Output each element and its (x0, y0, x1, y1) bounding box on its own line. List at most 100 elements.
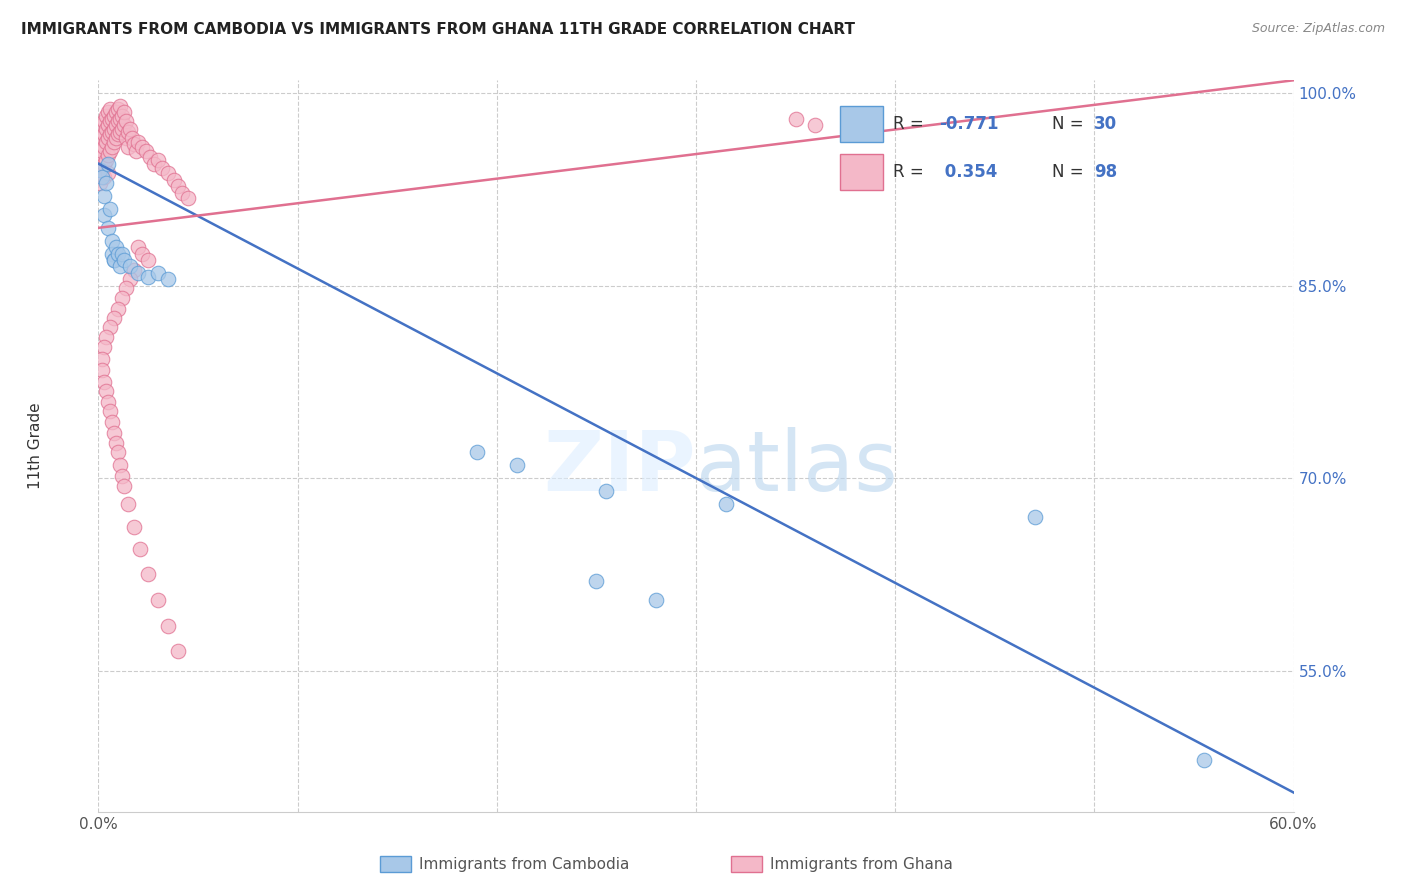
Point (96, 109, 118, 123)
Point (1024, 509, 1046, 524)
Point (89, 150, 111, 164)
Point (127, 135, 149, 149)
Point (107, 102, 129, 116)
Point (124, 520, 146, 534)
Point (101, 246, 124, 260)
Point (107, 445, 129, 459)
Point (150, 161, 173, 175)
Text: 11th Grade: 11th Grade (28, 402, 42, 490)
Point (98, 144, 122, 158)
Text: ZIP: ZIP (544, 427, 696, 508)
Point (93, 157, 115, 171)
Point (127, 266, 149, 280)
Point (115, 131, 138, 145)
Point (93, 114, 115, 128)
Point (167, 178, 190, 193)
Point (98, 319, 122, 334)
Point (167, 644, 190, 658)
Point (163, 173, 186, 187)
Point (93, 375, 115, 389)
Point (97, 118, 120, 132)
Point (101, 234, 124, 248)
Point (96, 153, 118, 167)
Point (121, 131, 143, 145)
Point (115, 281, 138, 295)
Point (98, 404, 122, 418)
Point (103, 426, 125, 441)
Point (136, 252, 159, 267)
Point (117, 125, 139, 139)
Point (135, 144, 157, 158)
Point (107, 114, 129, 128)
Point (103, 135, 125, 149)
Point (91, 363, 114, 377)
Point (714, 497, 737, 511)
Point (105, 118, 128, 132)
Point (112, 118, 135, 132)
Point (98, 202, 122, 216)
Point (89, 137, 111, 152)
Point (111, 468, 134, 483)
Point (136, 567, 159, 582)
Point (89, 163, 111, 178)
Point (111, 109, 134, 123)
Point (110, 112, 132, 126)
Point (136, 269, 159, 284)
Point (93, 140, 115, 154)
Point (97, 131, 120, 145)
Point (111, 292, 134, 306)
Text: Immigrants from Cambodia: Immigrants from Cambodia (419, 857, 630, 871)
Point (125, 144, 148, 158)
Point (110, 458, 132, 473)
Point (91, 169, 114, 184)
Text: Source: ZipAtlas.com: Source: ZipAtlas.com (1251, 22, 1385, 36)
Point (103, 122, 125, 136)
Point (96, 330, 118, 344)
Point (120, 260, 142, 274)
Point (1192, 753, 1215, 767)
Point (105, 436, 128, 450)
Point (465, 445, 488, 459)
Point (93, 127, 115, 141)
Point (97, 157, 120, 171)
Point (110, 260, 132, 274)
Point (93, 188, 115, 202)
Point (506, 458, 529, 473)
Point (172, 186, 194, 201)
Text: atlas: atlas (696, 427, 897, 508)
Point (91, 144, 114, 158)
Point (101, 125, 124, 139)
Point (129, 541, 152, 556)
Point (103, 252, 125, 267)
Point (804, 118, 827, 132)
Point (124, 137, 146, 152)
Point (105, 240, 128, 254)
Point (93, 169, 115, 184)
Point (91, 163, 114, 178)
Point (120, 122, 142, 136)
Point (120, 272, 142, 286)
Point (101, 415, 124, 429)
Point (97, 166, 120, 180)
Point (139, 150, 162, 164)
Point (595, 483, 617, 498)
Point (143, 157, 166, 171)
Point (91, 351, 114, 366)
Point (97, 105, 120, 120)
Point (98, 127, 122, 141)
Point (103, 310, 125, 325)
Point (105, 105, 128, 120)
Point (107, 127, 129, 141)
Point (148, 593, 170, 607)
Point (96, 135, 118, 149)
Point (107, 246, 129, 260)
Point (131, 140, 153, 154)
Point (124, 263, 146, 277)
Point (112, 479, 135, 493)
Point (112, 252, 135, 267)
Point (111, 246, 134, 260)
Point (101, 112, 124, 126)
Point (107, 301, 129, 316)
Point (585, 574, 607, 588)
Point (97, 395, 120, 409)
